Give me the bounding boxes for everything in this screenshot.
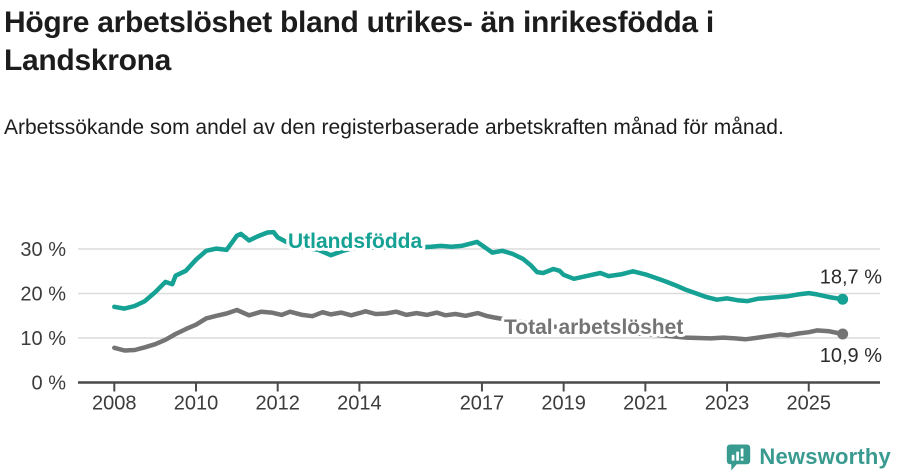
newsworthy-logo-text: Newsworthy <box>759 444 891 469</box>
chart-subtitle: Arbetssökande som andel av den registerb… <box>4 116 784 139</box>
newsworthy-logo[interactable]: Newsworthy <box>725 442 891 472</box>
y-axis-tick-label: 20 % <box>20 284 66 306</box>
y-axis-tick-label: 30 % <box>20 239 66 261</box>
x-axis-tick-label: 2017 <box>460 393 505 415</box>
series-utlandsfodda-end-dot <box>837 293 849 305</box>
x-axis-tick-label: 2010 <box>174 393 219 415</box>
chart-container: 0 % 10 % 20 % 30 % 2008 2010 2012 2014 2017 2019 2… <box>0 210 900 428</box>
series-total-arbetsloshet-line <box>112 307 845 353</box>
newsworthy-bar-chart-bubble-icon <box>727 443 751 471</box>
series-utlandsfodda-line <box>112 229 845 311</box>
series-utlandsfodda-end-value-label: 18,7 % <box>820 266 882 288</box>
series-total-arbetsloshet-end-value-label: 10,9 % <box>820 345 882 367</box>
series-total-arbetsloshet-end-dot <box>837 328 849 340</box>
x-axis-tick-label: 2019 <box>541 393 586 415</box>
y-axis-tick-label: 10 % <box>20 328 66 350</box>
page-title: Högre arbetslöshet bland utrikes- än inr… <box>4 6 714 77</box>
y-axis-tick-label: 0 % <box>32 373 67 395</box>
x-axis-tick-label: 2025 <box>787 393 832 415</box>
x-axis-tick-label: 2008 <box>92 393 137 415</box>
x-axis-tick-label: 2012 <box>255 393 300 415</box>
x-axis-tick-label: 2014 <box>337 393 382 415</box>
unemployment-line-chart: 0 % 10 % 20 % 30 % 2008 2010 2012 2014 2017 2019 2… <box>20 227 882 415</box>
series-total-arbetsloshet-label: Total arbetslöshet <box>504 316 683 339</box>
x-axis-tick-label: 2023 <box>705 393 750 415</box>
x-axis-tick-label: 2021 <box>623 393 668 415</box>
series-utlandsfodda-label: Utlandsfödda <box>288 230 422 253</box>
